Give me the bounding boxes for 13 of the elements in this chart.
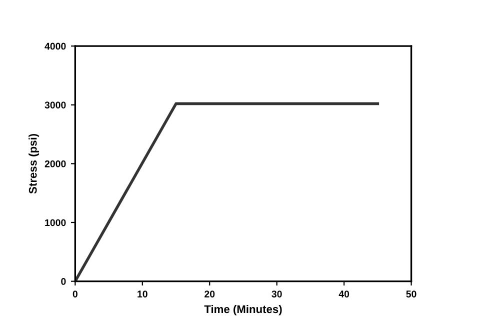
x-tick-label: 20 bbox=[204, 290, 215, 298]
y-tick-label: 0 bbox=[61, 278, 66, 285]
x-tick-label: 50 bbox=[406, 290, 416, 298]
x-tick-label: 40 bbox=[338, 290, 350, 298]
y-tick-label: 3000 bbox=[44, 102, 66, 108]
y-axis-title: Stress (psi) bbox=[28, 134, 39, 194]
x-tick-label: 30 bbox=[272, 290, 282, 298]
y-tick-label: 4000 bbox=[44, 42, 66, 50]
x-tick-label: 0 bbox=[72, 290, 78, 298]
x-tick-label: 10 bbox=[138, 290, 148, 298]
y-tick-label: 2000 bbox=[44, 160, 66, 168]
y-tick-label: 1000 bbox=[45, 219, 66, 226]
x-axis-title: Time (Minutes) bbox=[204, 304, 282, 316]
